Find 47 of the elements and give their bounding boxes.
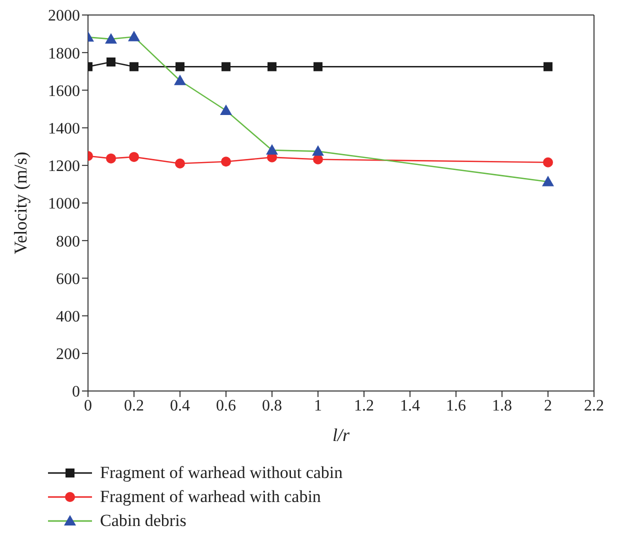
- point: [129, 152, 139, 162]
- point: [221, 156, 231, 167]
- x-axis-title: l/r: [332, 425, 350, 445]
- x-tick-label: 1.8: [492, 397, 512, 414]
- x-tick-label: 1.6: [446, 397, 466, 414]
- legend-label: Fragment of warhead without cabin: [100, 463, 343, 483]
- y-tick-label: 1200: [48, 158, 80, 176]
- y-tick-label: 1800: [48, 45, 80, 62]
- y-tick-label: 200: [56, 346, 80, 364]
- x-tick-label: 0.2: [124, 397, 144, 414]
- y-tick-label: 1400: [48, 120, 80, 138]
- point: [176, 62, 184, 72]
- y-tick-label: 400: [56, 308, 80, 326]
- point: [130, 62, 138, 72]
- point: [314, 62, 322, 72]
- point: [106, 58, 116, 66]
- point: [175, 158, 185, 169]
- point: [128, 30, 140, 42]
- point: [105, 33, 117, 44]
- point: [543, 157, 553, 168]
- point: [174, 74, 186, 86]
- x-tick-label: 0: [84, 397, 92, 414]
- x-tick-label: 0.4: [170, 397, 190, 414]
- y-tick-label: 1000: [48, 196, 80, 213]
- legend-label: Cabin debris: [100, 511, 186, 531]
- point: [266, 144, 278, 155]
- point: [542, 176, 554, 186]
- y-tick-label: 2000: [48, 8, 80, 25]
- x-tick-label: 1: [314, 397, 322, 414]
- y-axis-title: Velocity (m/s): [10, 152, 30, 254]
- point: [544, 62, 552, 72]
- point: [106, 153, 116, 164]
- x-tick-label: 0.6: [216, 397, 236, 414]
- y-tick-label: 1600: [48, 82, 80, 100]
- y-tick-label: 800: [56, 233, 80, 250]
- x-tick-label: 1.4: [400, 397, 420, 414]
- point: [268, 62, 276, 72]
- x-tick-label: 2.2: [584, 397, 604, 414]
- point: [312, 145, 324, 156]
- legend-label: Fragment of warhead with cabin: [100, 487, 321, 507]
- x-tick-label: 0.8: [262, 397, 282, 414]
- y-tick-label: 0: [72, 384, 80, 401]
- point: [220, 104, 232, 116]
- y-tick-label: 600: [56, 270, 80, 288]
- point: [222, 62, 230, 72]
- x-tick-label: 2: [544, 397, 552, 414]
- x-tick-label: 1.2: [354, 397, 374, 414]
